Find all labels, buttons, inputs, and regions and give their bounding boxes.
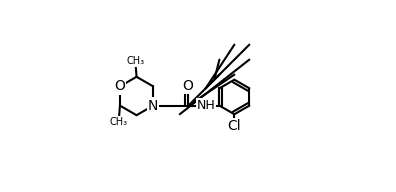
Text: N: N <box>148 99 158 113</box>
Text: O: O <box>182 79 193 93</box>
Text: CH₃: CH₃ <box>127 56 145 66</box>
Text: O: O <box>114 79 126 93</box>
Text: NH: NH <box>196 99 215 112</box>
Text: Cl: Cl <box>228 119 241 133</box>
Text: CH₃: CH₃ <box>110 117 128 127</box>
